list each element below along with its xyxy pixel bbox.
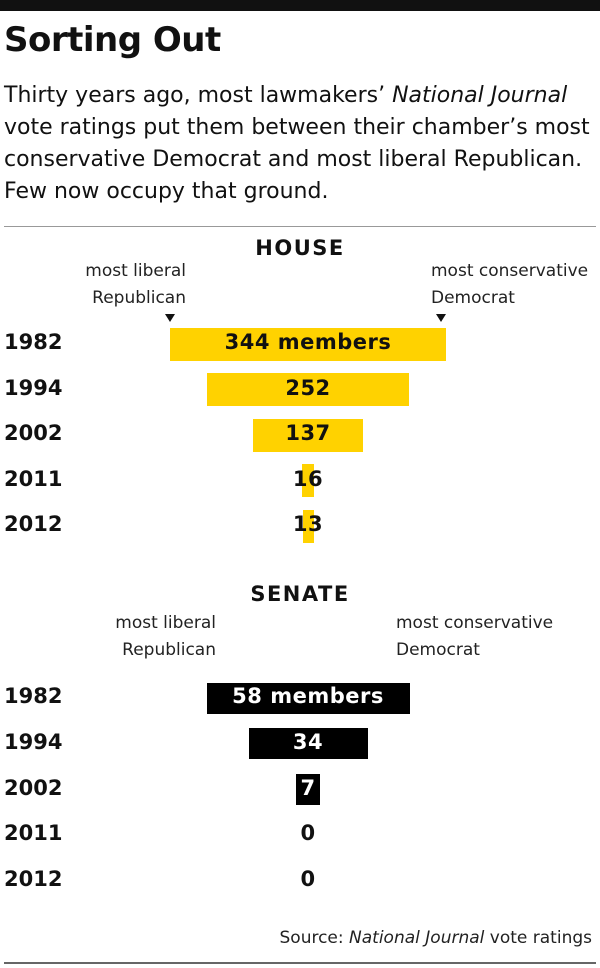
senate-value-label-2002: 7 [300, 775, 316, 800]
senate-year-label: 1994 [4, 729, 63, 754]
senate-heading: SENATE [250, 582, 350, 606]
senate-left-bound-line1: most liberal [115, 613, 216, 633]
house-value-label-2012: 13 [292, 512, 324, 536]
house-bar-1982 [170, 327, 446, 361]
source-publication: National Journal [349, 928, 485, 948]
divider-top [4, 226, 596, 227]
senate-right-bound-label: most conservative Democrat [396, 610, 553, 664]
senate-value-label-1982: 58 members [232, 684, 384, 708]
page-title: Sorting Out [4, 20, 221, 60]
house-bar-1994 [206, 373, 410, 406]
senate-year-label: 2012 [4, 867, 63, 892]
top-bar [0, 0, 600, 11]
house-bar-2002 [253, 418, 363, 452]
source-prefix: Source: [279, 928, 350, 948]
senate-bar-2002 [295, 774, 321, 806]
house-right-bound-line1: most conservative [431, 261, 589, 281]
senate-value-label-1994: 34 [292, 729, 324, 754]
source-suffix: vote ratings [484, 928, 592, 948]
house-year-label: 2011 [4, 466, 63, 491]
source-note: Source: National Journal vote ratings [280, 928, 593, 948]
subtitle-text-end: vote ratings put them between their cham… [4, 115, 590, 204]
house-value-label-2002: 137 [285, 421, 331, 445]
house-year-label: 1982 [4, 330, 63, 354]
house-value-label-1994: 252 [285, 375, 331, 400]
senate-year-label: 1982 [4, 684, 63, 708]
senate-right-bound-line2: Democrat [396, 640, 480, 660]
house-value-label-2011: 16 [292, 466, 324, 491]
subtitle-text-start: Thirty years ago, most lawmakers’ [4, 83, 393, 108]
senate-value-label-2012: 0 [300, 867, 316, 892]
senate-value-label-2011: 0 [300, 821, 316, 846]
house-year-label: 2012 [4, 512, 63, 536]
house-right-bound-line2: Democrat [431, 288, 515, 308]
house-left-arrow-icon [165, 314, 175, 322]
house-year-label: 1994 [4, 375, 63, 400]
house-bar-2011 [301, 464, 315, 497]
subtitle-publication: National Journal [392, 83, 568, 108]
senate-left-bound-label: most liberal Republican [115, 610, 216, 664]
house-value-label-1982: 344 members [224, 330, 392, 354]
divider-bottom [4, 962, 596, 964]
house-left-bound-label: most liberal Republican [85, 258, 186, 312]
house-left-bound-line2: Republican [92, 288, 186, 308]
senate-bar-1982 [206, 682, 410, 714]
senate-year-label: 2002 [4, 775, 63, 800]
senate-bar-1994 [248, 728, 368, 760]
house-left-bound-line1: most liberal [85, 261, 186, 281]
house-heading: HOUSE [255, 236, 345, 260]
house-right-arrow-icon [436, 314, 446, 322]
house-right-bound-label: most conservative Democrat [431, 258, 588, 312]
senate-right-bound-line1: most conservative [396, 613, 554, 633]
subtitle: Thirty years ago, most lawmakers’ Nation… [4, 80, 600, 208]
house-year-label: 2002 [4, 421, 63, 445]
senate-year-label: 2011 [4, 821, 63, 846]
house-bar-2012 [302, 509, 314, 543]
senate-left-bound-line2: Republican [122, 640, 216, 660]
